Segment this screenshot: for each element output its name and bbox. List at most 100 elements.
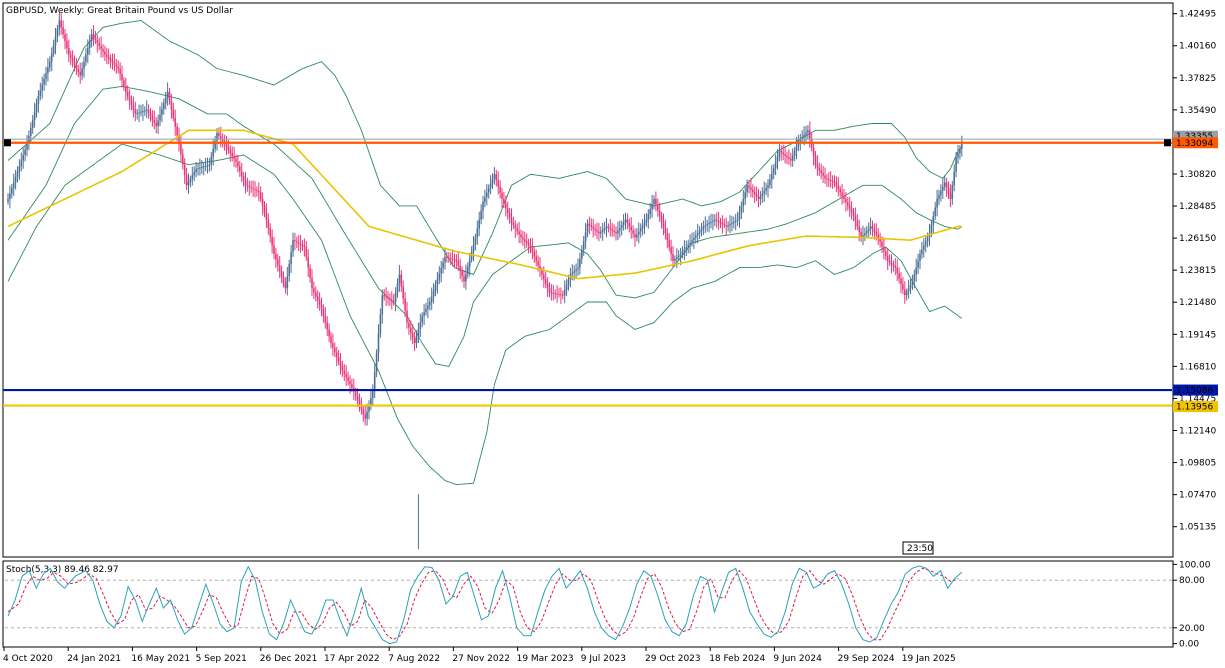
candle-body bbox=[721, 223, 724, 225]
price-tick-label: 1.26150 bbox=[1179, 234, 1216, 244]
candle-body bbox=[636, 234, 638, 238]
price-tick-label: 1.12140 bbox=[1179, 426, 1216, 436]
candle-body bbox=[651, 204, 653, 210]
candle-body bbox=[225, 144, 228, 148]
candle-body bbox=[522, 237, 524, 240]
candle-body bbox=[58, 20, 61, 29]
candle-body bbox=[436, 279, 439, 285]
candle-body bbox=[404, 298, 406, 311]
candle-body bbox=[337, 356, 340, 362]
candle-body bbox=[442, 262, 444, 268]
candle-body bbox=[115, 64, 118, 67]
candle-body bbox=[805, 132, 807, 135]
candle-body bbox=[316, 296, 319, 301]
candle-body bbox=[626, 219, 629, 224]
candle-body bbox=[292, 240, 294, 253]
candle-body bbox=[163, 103, 165, 110]
candle-body bbox=[581, 250, 583, 259]
candle-body bbox=[497, 180, 499, 187]
candle-body bbox=[934, 207, 936, 217]
stochastic-panel[interactable]: Stoch(5,3,3) 89.46 82.97 100.00 80.00 20.0… bbox=[2, 560, 1211, 650]
stoch-tick-label: 20.00 bbox=[1179, 624, 1205, 634]
level-handle-right[interactable] bbox=[1164, 139, 1171, 147]
candle-body bbox=[579, 258, 581, 268]
time-marker-label: 23:50 bbox=[907, 544, 933, 554]
price-tick-label: 1.40160 bbox=[1179, 42, 1216, 52]
candle-body bbox=[134, 109, 137, 114]
candle-body bbox=[296, 241, 298, 243]
candle-body bbox=[676, 257, 678, 260]
candle-body bbox=[588, 223, 591, 226]
price-panel[interactable]: GBPUSD, Weekly: Great Britain Pound vs U… bbox=[2, 2, 1218, 558]
candle-body bbox=[866, 230, 868, 234]
candle-body bbox=[52, 45, 55, 54]
candle-body bbox=[793, 150, 796, 156]
candle-body bbox=[670, 247, 672, 254]
candle-body bbox=[767, 185, 769, 188]
candle-body bbox=[611, 229, 613, 231]
candle-body bbox=[231, 152, 233, 156]
chart-title: GBPUSD, Weekly: Great Britain Pound vs U… bbox=[6, 6, 233, 16]
time-axis: 4 Oct 2020 24 Jan 2021 16 May 2021 5 Sep 20… bbox=[3, 647, 956, 664]
candle-body bbox=[512, 222, 515, 226]
candle-body bbox=[875, 231, 878, 235]
candle-body bbox=[252, 188, 254, 190]
candle-body bbox=[848, 205, 851, 209]
candle-body bbox=[687, 244, 689, 248]
level-handle-left[interactable] bbox=[4, 139, 11, 147]
candle-body bbox=[9, 193, 11, 199]
candle-body bbox=[182, 154, 184, 165]
candle-body bbox=[341, 366, 344, 371]
time-tick-label: 18 Feb 2024 bbox=[709, 654, 765, 664]
candle-body bbox=[571, 272, 574, 275]
candle-body bbox=[826, 178, 828, 180]
candle-body bbox=[883, 246, 885, 252]
candle-body bbox=[873, 229, 876, 232]
candle-body bbox=[714, 219, 716, 221]
candle-body bbox=[643, 222, 646, 226]
candle-body bbox=[539, 265, 541, 271]
candle-body bbox=[290, 252, 292, 265]
candle-body bbox=[362, 409, 365, 415]
candle-body bbox=[294, 240, 296, 242]
candle-body bbox=[712, 220, 714, 222]
candle-body bbox=[936, 198, 938, 208]
candle-body bbox=[782, 152, 784, 155]
candle-body bbox=[864, 233, 866, 236]
candle-body bbox=[90, 34, 93, 42]
candle-body bbox=[102, 48, 104, 52]
time-tick-label: 24 Jan 2021 bbox=[67, 654, 121, 664]
candle-body bbox=[349, 380, 351, 385]
time-tick-label: 29 Oct 2023 bbox=[645, 654, 701, 664]
candle-body bbox=[560, 294, 562, 296]
candle-body bbox=[780, 150, 783, 153]
candle-body bbox=[717, 220, 720, 222]
candle-body bbox=[942, 186, 944, 191]
candle-body bbox=[839, 189, 841, 193]
candle-body bbox=[199, 167, 201, 169]
candle-body bbox=[493, 174, 496, 179]
candle-body bbox=[476, 228, 479, 238]
candle-body bbox=[278, 265, 281, 272]
candle-body bbox=[240, 171, 243, 176]
candle-body bbox=[430, 296, 433, 302]
candle-body bbox=[109, 58, 112, 61]
candle-body bbox=[501, 192, 503, 199]
candle-body bbox=[195, 168, 197, 173]
candle-body bbox=[854, 215, 857, 221]
candle-body bbox=[64, 34, 66, 42]
candle-body bbox=[693, 237, 695, 241]
candle-body bbox=[733, 221, 735, 224]
candle-body bbox=[254, 189, 256, 191]
candle-body bbox=[835, 182, 838, 186]
candle-body bbox=[423, 312, 425, 316]
time-tick-label: 27 Nov 2022 bbox=[452, 654, 510, 664]
candle-body bbox=[387, 297, 389, 299]
candle-body bbox=[107, 56, 110, 59]
candle-body bbox=[951, 185, 954, 199]
candle-body bbox=[206, 165, 209, 167]
candle-body bbox=[406, 310, 408, 323]
candle-body bbox=[938, 194, 940, 199]
